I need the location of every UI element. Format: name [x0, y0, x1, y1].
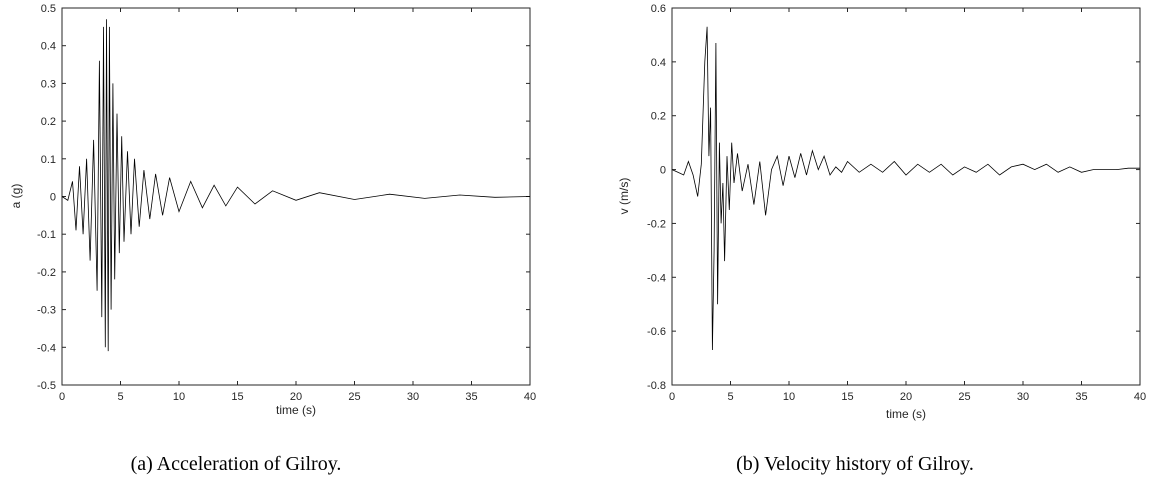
velocity-chart: 0 5 10 15 20 25 30 35 40 -0.8 -0.6 -0.4 -0.2 0 0.2 0.4 0… [617, 3, 1146, 475]
y-axis-label: v (m/s) [617, 178, 631, 215]
x-tick-label: 15 [841, 391, 853, 403]
y-tick-label: -0.4 [37, 342, 56, 354]
x-tick-label: 40 [1134, 391, 1146, 403]
y-tick-label: -0.1 [37, 229, 56, 241]
y-tick-label: 0.4 [41, 41, 56, 53]
x-tick-label: 25 [348, 391, 360, 403]
y-tick-label: 0 [50, 192, 56, 204]
x-tick-label: 30 [1017, 391, 1029, 403]
figure-caption: (b) Velocity history of Gilroy. [736, 453, 974, 475]
y-tick-label: -0.5 [37, 380, 56, 392]
x-tick-label: 20 [900, 391, 912, 403]
y-tick-label: 0.2 [651, 111, 666, 123]
axis-ticks: 0 5 10 15 20 25 30 35 40 -0.8 -0.6 -0.4 -0.2 0 0.2 0.4 0… [647, 3, 1146, 403]
plot-frame [61, 7, 531, 386]
y-tick-label: -0.2 [37, 267, 56, 279]
plot-frame [671, 7, 1141, 386]
x-tick-label: 20 [290, 391, 302, 403]
y-tick-label: 0.3 [41, 78, 56, 90]
y-tick-label: -0.4 [647, 272, 666, 284]
y-tick-label: -0.8 [647, 380, 666, 392]
x-tick-label: 0 [669, 391, 675, 403]
acceleration-chart: 0 5 10 15 20 25 30 35 40 -0.5 -0.4 -0.3 -0.2 -0.1 0 0.1… [9, 3, 536, 475]
axis-ticks: 0 5 10 15 20 25 30 35 40 -0.5 -0.4 -0.3 -0.2 -0.1 0 0.1… [37, 3, 536, 403]
y-tick-label: -0.3 [37, 305, 56, 317]
figure-caption: (a) Acceleration of Gilroy. [131, 453, 342, 475]
x-tick-label: 25 [958, 391, 970, 403]
y-tick-label: -0.6 [647, 326, 666, 338]
y-tick-label: 0 [660, 165, 666, 177]
y-tick-label: 0.4 [651, 57, 666, 69]
x-tick-label: 5 [727, 391, 733, 403]
x-tick-label: 10 [173, 391, 185, 403]
y-tick-label: 0.2 [41, 116, 56, 128]
x-axis-label: time (s) [886, 407, 926, 421]
x-tick-label: 5 [117, 391, 123, 403]
x-tick-label: 10 [783, 391, 795, 403]
acceleration-series-line [61, 19, 531, 352]
x-tick-label: 0 [59, 391, 65, 403]
y-axis-label: a (g) [9, 184, 23, 209]
y-tick-label: 0.6 [651, 3, 666, 15]
x-tick-label: 15 [231, 391, 243, 403]
y-tick-label: 0.5 [41, 3, 56, 15]
velocity-series-line [671, 26, 1140, 351]
x-axis-label: time (s) [276, 403, 316, 417]
x-tick-label: 40 [524, 391, 536, 403]
x-tick-label: 30 [407, 391, 419, 403]
y-tick-label: 0.1 [41, 154, 56, 166]
x-tick-label: 35 [1075, 391, 1087, 403]
y-tick-label: -0.2 [647, 218, 666, 230]
x-tick-label: 35 [465, 391, 477, 403]
